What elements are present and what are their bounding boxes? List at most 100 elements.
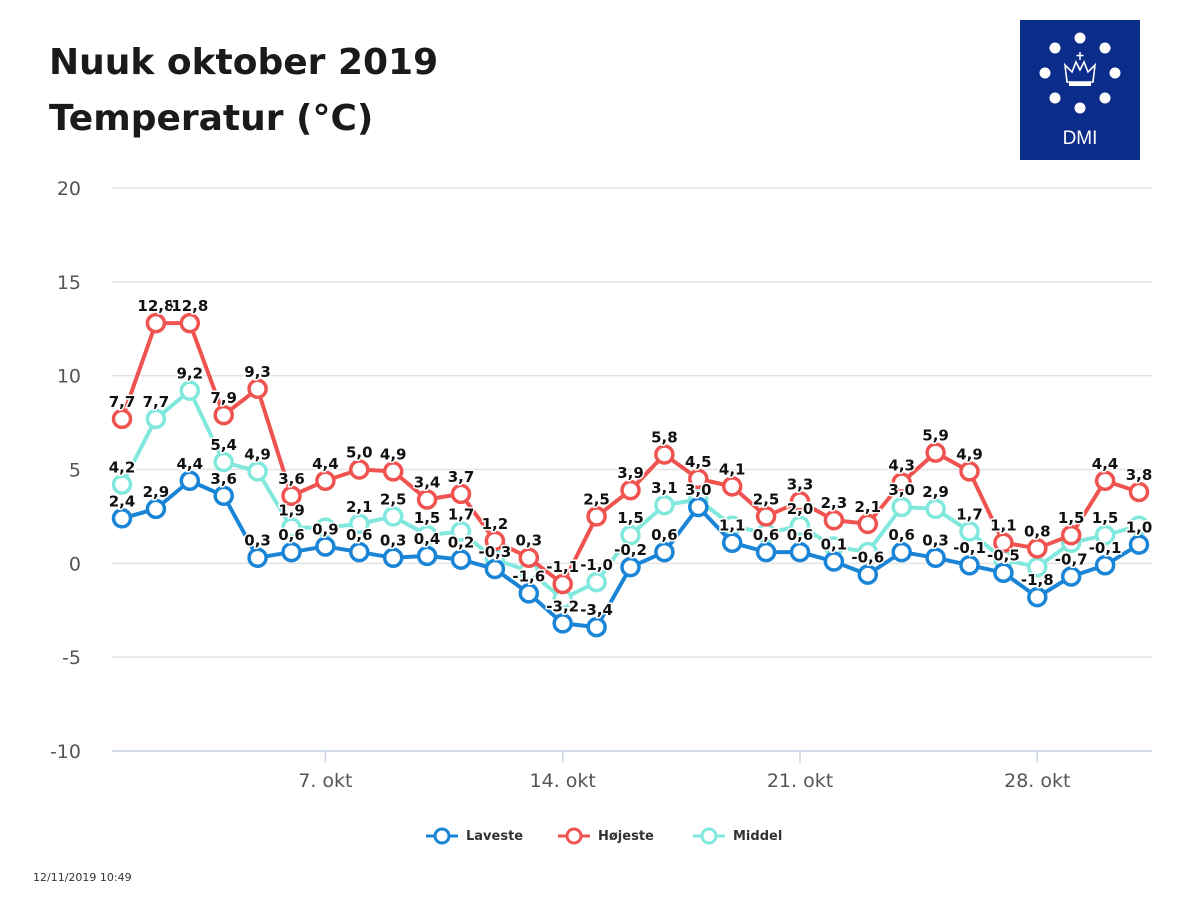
data-point[interactable]	[552, 573, 573, 595]
data-point[interactable]	[1060, 566, 1082, 587]
data-point[interactable]	[450, 549, 472, 570]
data-point[interactable]	[315, 470, 336, 492]
data-point[interactable]	[1128, 534, 1150, 555]
data-point[interactable]	[925, 498, 946, 520]
data-point[interactable]	[586, 571, 607, 593]
data-point[interactable]	[891, 496, 912, 518]
data-label: -1,6	[512, 567, 545, 585]
data-point[interactable]	[857, 564, 879, 585]
data-point[interactable]	[620, 524, 641, 546]
data-point[interactable]	[789, 541, 811, 563]
data-point[interactable]	[145, 312, 167, 334]
data-point[interactable]	[382, 461, 404, 482]
data-point[interactable]	[349, 541, 370, 563]
data-point[interactable]	[349, 513, 370, 535]
data-point[interactable]	[1094, 470, 1116, 492]
data-point[interactable]	[213, 404, 234, 426]
temperature-line-chart: 20 15 10 5 0 -5 -10 7. okt 14. okt 21. okt 28. okt…	[50, 178, 1154, 792]
data-point[interactable]	[213, 451, 234, 473]
legend-item-hojeste[interactable]: Højeste	[556, 824, 654, 848]
data-point[interactable]	[247, 461, 268, 482]
data-point[interactable]	[586, 506, 607, 527]
data-point[interactable]	[721, 476, 743, 497]
data-point[interactable]	[959, 521, 980, 542]
data-point[interactable]	[518, 583, 540, 604]
data-point[interactable]	[925, 547, 946, 568]
data-point[interactable]	[247, 547, 268, 568]
data-point[interactable]	[688, 496, 709, 518]
chart-title: Nuuk oktober 2019	[49, 42, 439, 83]
data-point[interactable]	[1027, 538, 1048, 559]
data-point[interactable]	[857, 513, 879, 535]
data-point[interactable]	[925, 442, 946, 463]
data-point[interactable]	[620, 556, 641, 578]
data-point[interactable]	[281, 517, 302, 538]
data-point[interactable]	[688, 468, 709, 490]
data-point[interactable]	[111, 508, 133, 529]
data-point[interactable]	[179, 312, 201, 334]
data-point[interactable]	[789, 515, 811, 537]
data-label: 4,9	[244, 445, 271, 463]
legend-item-laveste[interactable]: Laveste	[424, 824, 523, 848]
data-point[interactable]	[179, 470, 201, 492]
data-point[interactable]	[721, 532, 743, 553]
data-point[interactable]	[891, 541, 912, 563]
data-point[interactable]	[382, 506, 404, 527]
data-point[interactable]	[755, 506, 777, 527]
data-point[interactable]	[993, 562, 1014, 583]
data-label: -0,1	[1089, 539, 1122, 557]
data-point[interactable]	[789, 491, 811, 512]
data-point[interactable]	[179, 380, 201, 401]
chart-subtitle: Temperatur (°C)	[49, 98, 374, 139]
data-point[interactable]	[145, 498, 167, 520]
data-point[interactable]	[1060, 524, 1082, 546]
data-point[interactable]	[1027, 586, 1048, 608]
data-point[interactable]	[1094, 554, 1116, 576]
y-tick-label: 0	[69, 553, 81, 575]
data-point[interactable]	[1128, 515, 1150, 537]
data-point[interactable]	[1094, 524, 1116, 546]
data-point[interactable]	[281, 485, 302, 507]
data-point[interactable]	[1027, 556, 1048, 578]
data-point[interactable]	[281, 541, 302, 563]
data-point[interactable]	[959, 461, 980, 482]
data-point[interactable]	[823, 509, 845, 531]
data-point[interactable]	[145, 408, 167, 430]
data-point[interactable]	[450, 521, 472, 542]
data-point[interactable]	[654, 541, 675, 563]
data-label: 2,5	[380, 490, 407, 508]
data-point[interactable]	[857, 541, 879, 563]
data-point[interactable]	[111, 408, 133, 430]
data-point[interactable]	[518, 547, 540, 568]
data-label: 1,1	[990, 517, 1017, 535]
data-point[interactable]	[620, 479, 641, 501]
data-point[interactable]	[484, 558, 506, 580]
data-point[interactable]	[891, 472, 912, 493]
data-point[interactable]	[247, 378, 268, 400]
data-point[interactable]	[315, 517, 336, 538]
data-point[interactable]	[416, 489, 438, 510]
data-point[interactable]	[552, 613, 573, 634]
data-point[interactable]	[315, 536, 336, 557]
data-point[interactable]	[416, 524, 438, 546]
data-point[interactable]	[382, 547, 404, 568]
legend-item-middel[interactable]: Middel	[691, 824, 782, 848]
data-point[interactable]	[213, 485, 234, 507]
data-point[interactable]	[654, 494, 675, 516]
data-label: 5,0	[346, 444, 373, 462]
data-point[interactable]	[823, 551, 845, 572]
data-point[interactable]	[755, 541, 777, 563]
data-point[interactable]	[416, 545, 438, 567]
data-point[interactable]	[993, 532, 1014, 553]
data-point[interactable]	[1128, 481, 1150, 503]
data-label: 9,3	[244, 363, 271, 381]
data-point[interactable]	[586, 616, 607, 638]
data-point[interactable]	[349, 459, 370, 480]
data-point[interactable]	[111, 474, 133, 495]
data-point[interactable]	[654, 444, 675, 465]
data-point[interactable]	[959, 554, 980, 576]
data-label: 4,4	[177, 455, 204, 473]
data-label: 12,8	[137, 297, 174, 315]
data-point[interactable]	[484, 530, 506, 552]
data-point[interactable]	[450, 483, 472, 505]
